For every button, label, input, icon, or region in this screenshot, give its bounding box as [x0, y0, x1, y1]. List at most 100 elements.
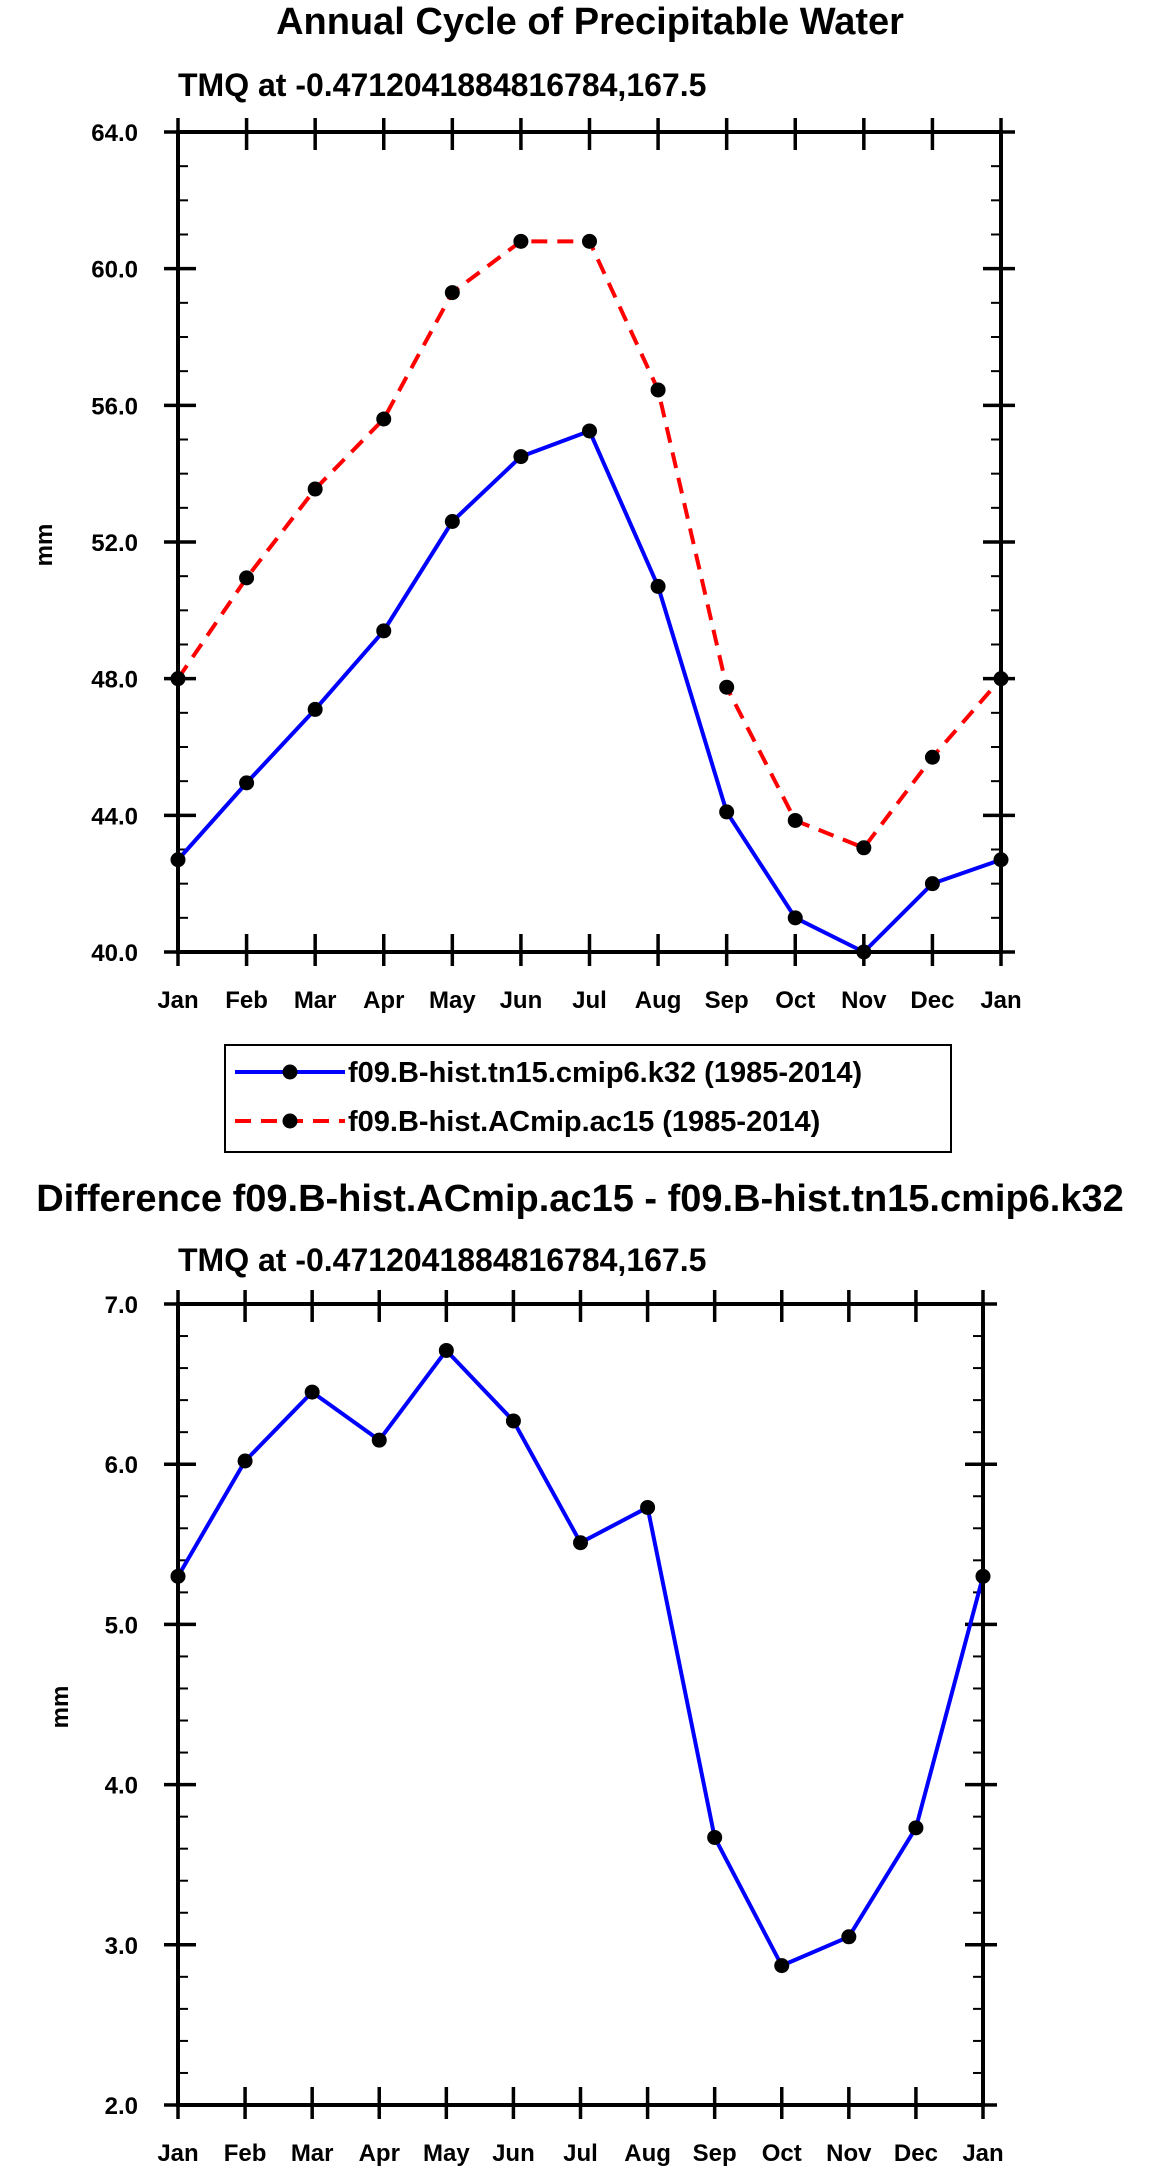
x-tick-label: May	[423, 2140, 470, 2167]
data-point	[444, 514, 460, 529]
plot-frame	[176, 1302, 985, 2107]
data-point	[650, 578, 666, 594]
y-tick-label: 52.0	[91, 530, 138, 557]
x-tick-label: Mar	[291, 2140, 334, 2167]
x-tick-label: May	[429, 987, 476, 1014]
y-tick-label: 40.0	[91, 940, 138, 967]
y-tick-label: 5.0	[105, 1612, 138, 1639]
chart-subtitle: TMQ at -0.4712041884816784,167.5	[178, 67, 706, 103]
x-tick-label: Jan	[157, 2140, 198, 2167]
data-point	[787, 910, 803, 926]
series-group	[170, 1342, 991, 1974]
data-point	[376, 411, 392, 427]
data-point	[573, 1535, 588, 1551]
data-point	[371, 1432, 387, 1448]
data-point	[650, 382, 666, 398]
data-point	[908, 1820, 924, 1836]
x-tick-label: Jun	[500, 987, 543, 1014]
x-tick-label: Apr	[363, 987, 404, 1014]
x-tick-labels: Jan Feb Mar Apr May Jun Jul Aug Sep Oct Nov Dec Jan	[157, 2140, 1003, 2167]
data-point	[237, 1453, 253, 1469]
data-point	[640, 1499, 656, 1515]
x-tick-label: Apr	[359, 2140, 400, 2167]
data-point	[787, 812, 803, 828]
x-tick-labels: Jan Feb Mar Apr May Jun Jul Aug Sep Oct Nov Dec Jan	[157, 987, 1021, 1014]
chart-title: Difference f09.B-hist.ACmip.ac15 - f09.B…	[36, 1178, 1124, 1220]
legend-marker-1	[282, 1064, 298, 1080]
data-point	[505, 1413, 521, 1429]
y-tick-label: 56.0	[91, 393, 138, 420]
y-tick-label: 3.0	[105, 1933, 138, 1960]
data-point	[513, 449, 529, 465]
data-point	[438, 1342, 454, 1358]
legend-marker-2	[282, 1113, 298, 1129]
data-point	[239, 570, 255, 586]
data-point	[376, 623, 392, 639]
data-point	[304, 1384, 320, 1400]
legend-entry-1: f09.B-hist.tn15.cmip6.k32 (1985-2014)	[235, 1057, 862, 1089]
x-tick-label: Jan	[980, 987, 1021, 1014]
y-tick-label: 4.0	[105, 1773, 138, 1800]
x-tick-label: Oct	[762, 2140, 802, 2167]
data-point	[307, 701, 323, 717]
x-tick-label: Jan	[962, 2140, 1003, 2167]
minor-ticks	[178, 1303, 983, 2106]
y-axis-label: mm	[47, 1686, 74, 1729]
x-tick-label: Jun	[492, 2140, 535, 2167]
y-tick-label: 48.0	[91, 667, 138, 694]
data-point	[841, 1929, 857, 1945]
y-tick-label: 64.0	[91, 120, 138, 147]
difference-chart: Difference f09.B-hist.ACmip.ac15 - f09.B…	[36, 1178, 1124, 2167]
annual-cycle-chart: Annual Cycle of Precipitable Water TMQ a…	[31, 1, 1022, 1153]
x-tick-label: Nov	[826, 2140, 872, 2167]
y-axis-label: mm	[31, 524, 58, 567]
data-point	[924, 749, 940, 765]
x-tick-label: Jan	[157, 987, 198, 1014]
legend-label-2: f09.B-hist.ACmip.ac15 (1985-2014)	[348, 1106, 820, 1138]
x-tick-label: Mar	[294, 987, 337, 1014]
data-point	[719, 679, 735, 695]
chart-title: Annual Cycle of Precipitable Water	[276, 1, 904, 43]
series-line	[176, 239, 1003, 850]
legend-label-1: f09.B-hist.tn15.cmip6.k32 (1985-2014)	[348, 1057, 862, 1089]
data-point	[774, 1958, 790, 1974]
data-point	[856, 840, 872, 856]
x-tick-label: Sep	[693, 2140, 737, 2167]
series-line	[176, 1348, 985, 1968]
x-tick-label: Jul	[572, 987, 607, 1014]
chart-subtitle: TMQ at -0.4712041884816784,167.5	[178, 1242, 706, 1278]
x-tick-label: Sep	[705, 987, 749, 1014]
x-tick-label: Dec	[894, 2140, 938, 2167]
data-point	[707, 1829, 723, 1845]
x-tick-label: Nov	[841, 987, 887, 1014]
series-group	[170, 233, 1009, 960]
y-tick-labels: 2.0 3.0 4.0 5.0 6.0 7.0	[105, 1292, 138, 2120]
x-tick-label: Aug	[635, 987, 682, 1014]
legend: f09.B-hist.tn15.cmip6.k32 (1985-2014) f0…	[224, 1044, 952, 1153]
data-point	[582, 423, 597, 439]
data-point	[444, 285, 460, 301]
x-tick-label: Dec	[910, 987, 954, 1014]
legend-entry-2: f09.B-hist.ACmip.ac15 (1985-2014)	[235, 1106, 820, 1138]
minor-ticks	[178, 131, 1001, 953]
data-point	[513, 233, 529, 249]
x-tick-label: Feb	[224, 2140, 267, 2167]
data-point	[719, 804, 735, 820]
y-tick-label: 44.0	[91, 803, 138, 830]
data-point	[582, 233, 597, 249]
x-tick-label: Feb	[225, 987, 268, 1014]
x-tick-label: Aug	[624, 2140, 671, 2167]
x-tick-label: Oct	[775, 987, 815, 1014]
y-tick-label: 2.0	[105, 2093, 138, 2120]
plot-frame	[176, 130, 1003, 954]
y-tick-label: 60.0	[91, 257, 138, 284]
legend-box	[224, 1044, 952, 1153]
data-point	[307, 481, 323, 497]
data-point	[239, 775, 255, 791]
y-tick-label: 6.0	[105, 1452, 138, 1479]
y-tick-labels: 40.0 44.0 48.0 52.0 56.0 60.0 64.0	[91, 120, 138, 967]
y-tick-label: 7.0	[105, 1292, 138, 1319]
data-point	[924, 876, 940, 892]
x-tick-label: Jul	[563, 2140, 598, 2167]
